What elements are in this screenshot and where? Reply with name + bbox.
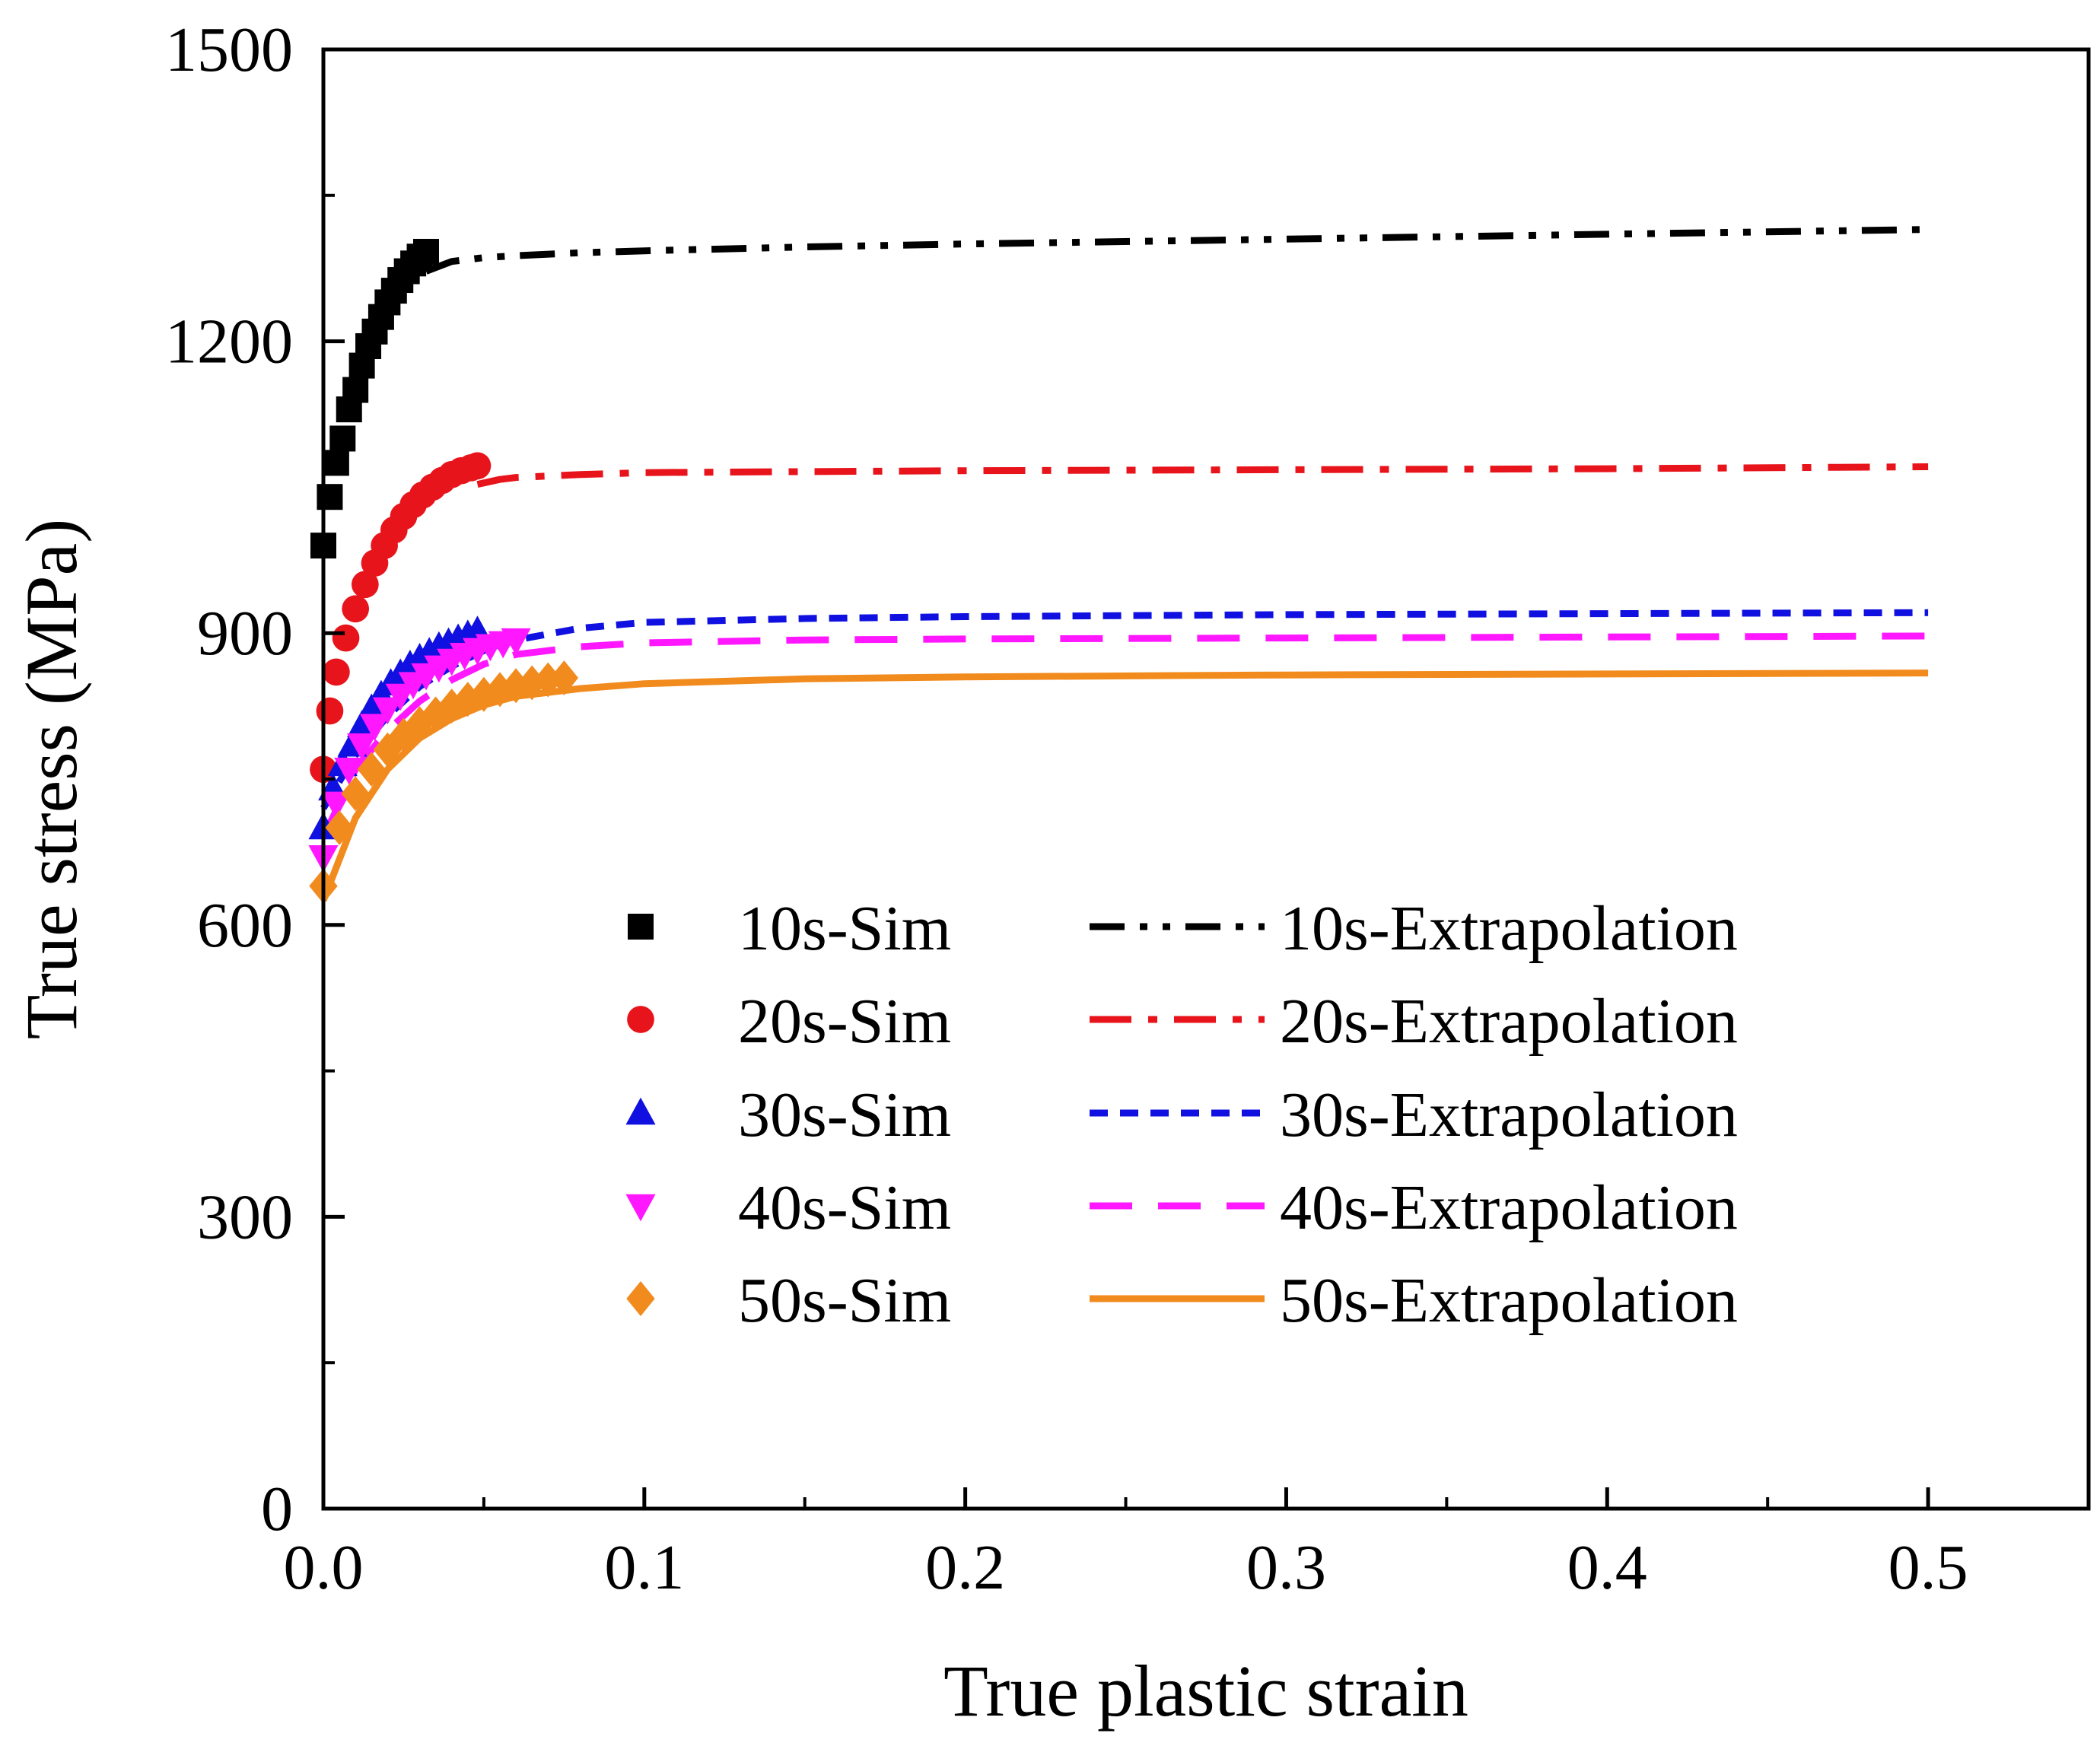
data-point-20s-Sim — [342, 595, 370, 623]
data-point-10s-Sim — [342, 377, 369, 403]
series-line-20s-Extrapolation — [476, 463, 1929, 488]
series-markers-50s-Sim — [309, 660, 579, 904]
legend-marker-10s-Sim — [628, 914, 654, 940]
series-line-50s-Extrapolation — [320, 669, 1929, 902]
data-point-40s-Sim — [501, 628, 531, 656]
axes: 0.0 0.1 0.2 0.3 0.4 0.5 0 300 600 900 1200 1500 — [165, 14, 2091, 1603]
y-tick-label: 300 — [197, 1181, 293, 1252]
data-point-50s-Sim — [389, 717, 418, 753]
plot-frame — [321, 47, 2091, 1511]
legend-label: 10s-Extrapolation — [1280, 893, 1738, 964]
legend-label: 40s-Sim — [738, 1172, 951, 1243]
data-point-20s-Sim — [316, 697, 344, 725]
data-point-40s-Sim — [321, 791, 352, 819]
data-point-50s-Sim — [533, 662, 562, 698]
series-line-30s-Extrapolation — [320, 609, 1929, 810]
x-tick-label: 0.4 — [1567, 1532, 1647, 1603]
data-point-50s-Sim — [357, 752, 386, 787]
data-point-20s-Sim — [323, 658, 350, 686]
data-point-40s-Sim — [385, 683, 415, 711]
data-point-50s-Sim — [501, 668, 530, 704]
data-point-50s-Sim — [549, 660, 579, 695]
data-point-20s-Sim — [351, 571, 379, 599]
legend-label: 50s-Extrapolation — [1280, 1265, 1738, 1336]
legend-marker-50s-Sim — [626, 1281, 655, 1316]
x-tick-label: 0.5 — [1888, 1532, 1968, 1603]
x-tick-label: 0.0 — [284, 1532, 364, 1603]
legend-label: 40s-Extrapolation — [1280, 1172, 1738, 1243]
data-point-50s-Sim — [341, 776, 370, 812]
plot-area — [308, 226, 1929, 904]
data-point-20s-Sim — [463, 452, 492, 480]
legend: 10s-Sim 20s-Sim 30s-Sim 40s-Sim 50s-Sim 10s-E… — [625, 893, 1738, 1336]
y-tick-label: 600 — [197, 890, 293, 961]
legend-label: 20s-Sim — [738, 986, 951, 1057]
data-point-30s-Sim — [356, 693, 387, 721]
x-axis-title: True plastic strain — [943, 1650, 1468, 1732]
series-markers-40s-Sim — [308, 628, 531, 873]
data-point-40s-Sim — [372, 697, 402, 725]
data-point-20s-Sim — [332, 624, 360, 652]
series-line-10s-Extrapolation — [425, 226, 1929, 275]
legend-label: 20s-Extrapolation — [1280, 986, 1738, 1057]
legend-label: 10s-Sim — [738, 893, 951, 964]
y-tick-label: 1200 — [165, 307, 293, 377]
legend-label: 30s-Sim — [738, 1080, 951, 1150]
y-tick-label: 1500 — [165, 14, 293, 85]
data-point-50s-Sim — [517, 665, 546, 701]
y-tick-label: 0 — [261, 1474, 293, 1544]
data-point-40s-Sim — [334, 757, 364, 785]
legend-marker-20s-Sim — [627, 1006, 654, 1033]
data-point-50s-Sim — [453, 682, 482, 717]
x-tick-label: 0.1 — [604, 1532, 684, 1603]
series-line-40s-Extrapolation — [320, 632, 1929, 839]
data-point-10s-Sim — [323, 450, 349, 476]
data-point-40s-Sim — [347, 733, 377, 761]
data-point-10s-Sim — [412, 238, 439, 265]
x-tick-label: 0.2 — [925, 1532, 1005, 1603]
series-markers-20s-Sim — [310, 452, 492, 784]
data-point-40s-Sim — [359, 714, 390, 742]
legend-label: 50s-Sim — [738, 1265, 951, 1336]
legend-marker-30s-Sim — [625, 1097, 656, 1125]
y-axis-title: True stress (MPa) — [11, 519, 92, 1039]
legend-label: 30s-Extrapolation — [1280, 1080, 1738, 1150]
data-point-10s-Sim — [329, 425, 356, 452]
y-tick-label: 900 — [197, 598, 293, 669]
data-point-50s-Sim — [325, 809, 354, 845]
x-tick-label: 0.3 — [1246, 1532, 1326, 1603]
data-point-50s-Sim — [405, 706, 434, 742]
legend-marker-40s-Sim — [625, 1194, 656, 1222]
series-markers-10s-Sim — [310, 238, 439, 559]
